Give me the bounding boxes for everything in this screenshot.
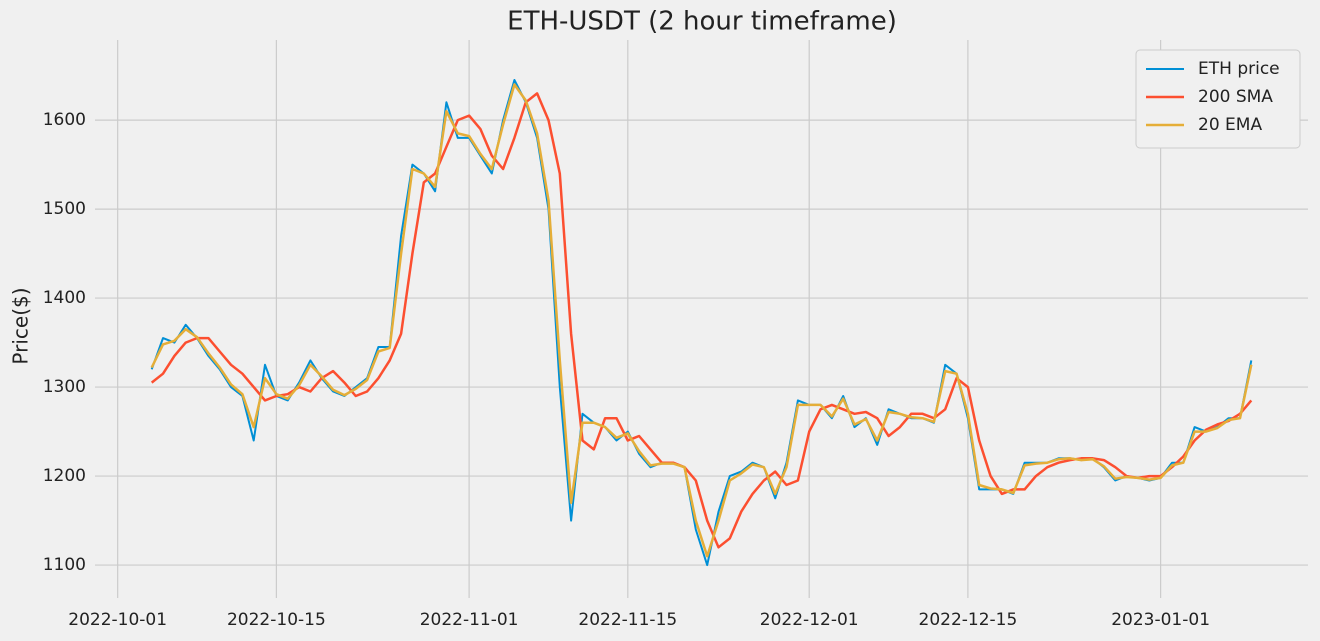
- x-tick-label: 2022-12-01: [760, 610, 859, 630]
- x-tick-label: 2022-10-01: [68, 610, 167, 630]
- chart-title: ETH-USDT (2 hour timeframe): [507, 7, 897, 37]
- x-tick-label: 2022-10-15: [227, 610, 326, 630]
- y-axis-label: Price($): [9, 287, 33, 364]
- x-tick-label: 2022-12-15: [919, 610, 1018, 630]
- price-line: [150, 83, 1253, 558]
- y-tick-label: 1400: [43, 288, 86, 308]
- legend-label: ETH price: [1198, 59, 1280, 79]
- legend: ETH price 200 SMA 20 EMA: [1135, 49, 1301, 149]
- legend-box: [1135, 49, 1301, 149]
- grid: 1100 1200 1300 1400 1500 1600 2022-10-01 2022-1…: [43, 40, 1308, 630]
- y-tick-label: 1100: [43, 555, 86, 575]
- x-tick-label: 2022-11-15: [578, 610, 677, 630]
- legend-label: 200 SMA: [1198, 87, 1273, 107]
- x-tick-label: 2023-01-01: [1111, 610, 1210, 630]
- y-tick-label: 1600: [43, 110, 86, 130]
- lines: [150, 79, 1253, 567]
- x-tick-label: 2022-11-01: [420, 610, 519, 630]
- y-tick-label: 1200: [43, 466, 86, 486]
- price-line: [150, 92, 1253, 549]
- y-tick-label: 1500: [43, 199, 86, 219]
- legend-label: 20 EMA: [1198, 115, 1262, 135]
- y-tick-label: 1300: [43, 377, 86, 397]
